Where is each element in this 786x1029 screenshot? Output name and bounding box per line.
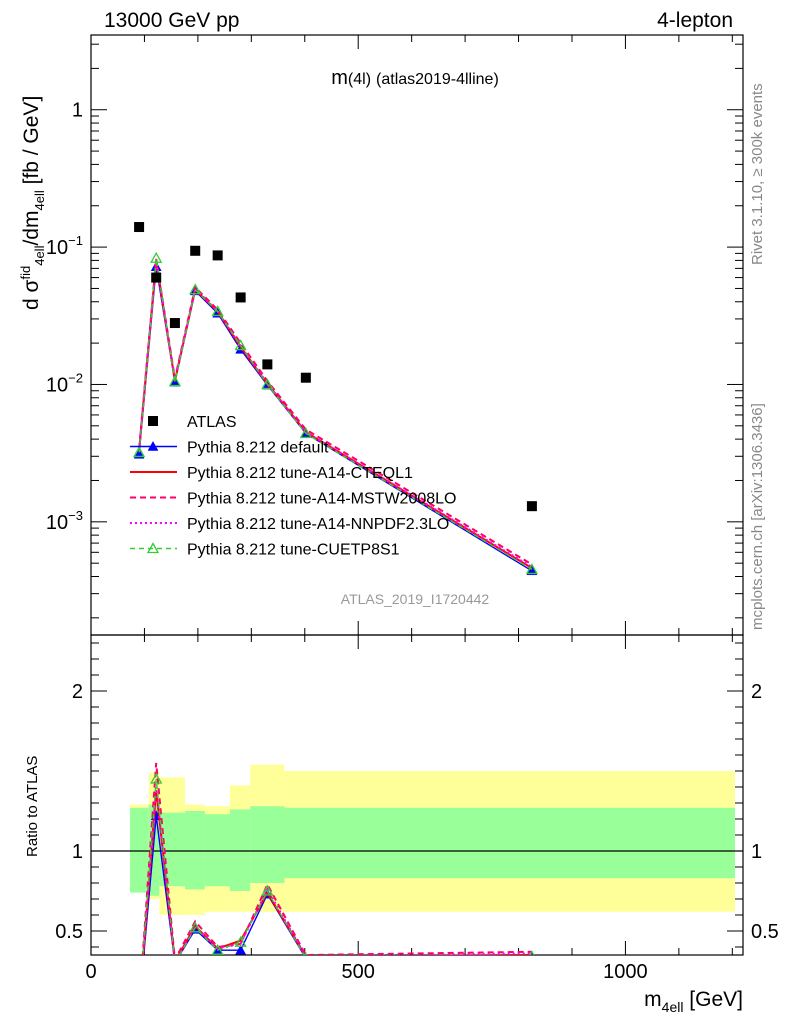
legend-label: Pythia 8.212 tune-A14-MSTW2008LO <box>187 491 456 508</box>
plot-title-tag: (atlas2019-4lline) <box>376 71 499 88</box>
series-marker-main <box>168 375 182 387</box>
series-marker-ratio <box>134 1002 144 1011</box>
series-marker-main <box>299 427 312 439</box>
data-point <box>526 501 537 512</box>
legend-label: Pythia 8.212 tune-A14-CTEQL1 <box>187 465 413 482</box>
plot-title-paren: (4l) <box>348 71 371 88</box>
band-inner <box>148 804 160 896</box>
plot-title-m: m <box>331 67 348 89</box>
series-line-main <box>138 258 533 571</box>
series-marker-main <box>189 283 202 295</box>
series-marker-ratio <box>235 944 247 955</box>
ratio-tick-label-right: 2 <box>751 681 762 703</box>
legend-label: Pythia 8.212 tune-CUETP8S1 <box>187 542 400 559</box>
band-inner <box>185 811 205 890</box>
ratio-tick-label-right: 0.5 <box>751 921 779 943</box>
ratio-tick-label-right: 1 <box>751 841 762 863</box>
series-marker-main <box>261 378 274 390</box>
main-panel-series <box>132 251 539 576</box>
series-marker-main <box>234 339 247 351</box>
series-marker-main <box>132 446 146 458</box>
ratio-tick-label-left: 1 <box>72 841 83 863</box>
band-inner <box>204 814 230 887</box>
x-axis-label: m4ell [GeV] <box>644 988 743 1015</box>
data-point <box>169 318 180 329</box>
data-point <box>235 292 246 303</box>
series-marker-main <box>211 305 224 317</box>
series-marker-main <box>525 563 539 575</box>
series-marker-ratio <box>211 943 224 955</box>
series-line-ratio <box>142 786 532 955</box>
ratio-tick-label-left: 0.5 <box>55 921 83 943</box>
legend-label: Pythia 8.212 tune-A14-NNPDF2.3LO <box>187 516 449 533</box>
series-marker-ratio <box>234 935 247 947</box>
data-point <box>134 222 145 233</box>
ratio-panel-series <box>134 762 535 1011</box>
y-tick-label: 10−3 <box>46 508 83 534</box>
x-tick-label: 500 <box>342 961 375 983</box>
data-point <box>262 359 273 370</box>
data-point <box>300 372 311 383</box>
band-inner <box>284 807 735 879</box>
series-marker-ratio <box>170 958 180 967</box>
series-line-ratio <box>142 778 305 955</box>
analysis-id: ATLAS_2019_I1720442 <box>341 591 490 607</box>
series-marker-ratio <box>189 921 202 933</box>
plot-title: m(4l) (atlas2019-4lline) <box>331 67 499 89</box>
series-marker-main <box>526 565 538 576</box>
x-tick-label: 1000 <box>603 961 648 983</box>
series-marker-ratio <box>261 884 274 896</box>
series-marker-main <box>150 251 163 263</box>
y-axis-label: d σfid4ell/dm4ell [fb / GeV] <box>18 96 47 310</box>
mcplots-text: mcplots.cern.ch [arXiv:1306.3436] <box>749 403 766 630</box>
legend: ATLAS Pythia 8.212 default Pythia 8.212 tu… <box>130 414 456 559</box>
x-tick-label: 0 <box>85 961 96 983</box>
rivet-version-text: Rivet 3.1.10, ≥ 300k events <box>749 83 766 265</box>
y-tick-label: 1 <box>72 100 83 122</box>
ratio-panel-bands <box>130 764 735 915</box>
series-marker-ratio <box>170 958 180 967</box>
y-tick-label: 10−1 <box>46 233 83 259</box>
main-panel-data-points <box>134 222 537 512</box>
header-right: 4-lepton <box>657 9 733 32</box>
legend-marker <box>146 542 160 554</box>
series-line-ratio <box>141 762 532 955</box>
legend-marker <box>147 440 159 451</box>
band-inner <box>250 806 285 883</box>
data-point <box>212 250 223 261</box>
legend-marker-data <box>148 416 158 426</box>
data-point <box>190 245 201 256</box>
legend-label: ATLAS <box>187 414 237 431</box>
band-inner <box>229 809 251 891</box>
legend-label: Pythia 8.212 default <box>187 440 329 457</box>
ratio-y-axis-label: Ratio to ATLAS <box>24 756 41 857</box>
header-left: 13000 GeV pp <box>104 9 239 32</box>
y-tick-label: 10−2 <box>46 370 83 396</box>
ratio-tick-label-left: 2 <box>72 681 83 703</box>
data-point <box>151 272 162 283</box>
band-inner <box>130 807 149 893</box>
series-marker-ratio <box>150 772 163 784</box>
series-marker-ratio <box>134 1002 144 1011</box>
